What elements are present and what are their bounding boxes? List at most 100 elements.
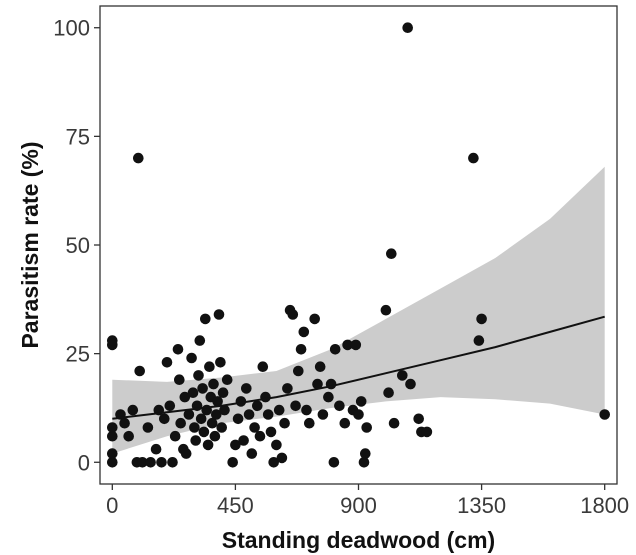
data-point (309, 313, 321, 325)
data-point (212, 396, 223, 407)
data-point (107, 430, 118, 442)
data-point (187, 387, 199, 399)
data-point (198, 426, 210, 438)
y-tick-label: 75 (66, 124, 90, 149)
data-point (276, 452, 288, 464)
data-point (172, 344, 184, 355)
data-point (268, 457, 280, 468)
data-point (197, 383, 208, 394)
data-point (221, 374, 233, 386)
data-point (134, 365, 145, 377)
data-point (230, 439, 241, 451)
data-point (386, 248, 397, 259)
data-point (329, 344, 341, 355)
data-point (295, 344, 307, 355)
data-point (119, 417, 130, 429)
data-point (107, 422, 118, 433)
data-point (476, 313, 487, 325)
y-axis-title: Parasitism rate (%) (17, 141, 43, 348)
data-point (213, 309, 225, 320)
data-point (232, 413, 244, 425)
data-point (200, 313, 211, 325)
y-tick-label: 25 (66, 342, 90, 367)
data-point (397, 370, 408, 381)
data-point (342, 339, 353, 351)
data-point (190, 435, 201, 446)
data-point (211, 409, 222, 420)
data-point (243, 409, 255, 420)
data-point (189, 422, 200, 433)
data-point (388, 417, 400, 429)
data-point (180, 448, 192, 459)
data-point (161, 357, 173, 368)
data-point (217, 387, 229, 399)
data-point (186, 352, 197, 364)
data-point (167, 457, 178, 468)
data-point (473, 335, 485, 346)
data-point (156, 457, 167, 468)
data-point (279, 417, 290, 429)
x-tick-label: 450 (217, 493, 254, 518)
y-tick-label: 100 (53, 16, 90, 41)
data-point (123, 430, 134, 442)
data-point (179, 391, 191, 403)
data-point (355, 396, 367, 407)
data-point (339, 417, 351, 429)
data-point (301, 404, 312, 416)
data-point (142, 422, 154, 433)
data-point (298, 326, 310, 338)
data-point (127, 404, 139, 416)
x-tick-label: 900 (340, 493, 377, 518)
data-point (145, 457, 156, 468)
data-point (208, 378, 219, 390)
data-point (238, 435, 249, 446)
data-point (328, 457, 340, 468)
data-point (260, 391, 271, 403)
data-point (219, 404, 230, 416)
data-point (174, 374, 185, 386)
data-point (254, 430, 266, 442)
x-tick-label: 1800 (580, 493, 629, 518)
data-point (273, 404, 285, 416)
data-point (304, 417, 315, 429)
data-point (290, 400, 301, 412)
data-point (282, 383, 293, 394)
data-point (150, 443, 162, 455)
data-point (246, 448, 258, 459)
data-point (265, 426, 277, 438)
data-point (413, 413, 425, 425)
data-point (251, 400, 263, 412)
data-point (358, 457, 370, 468)
data-point (249, 422, 260, 433)
data-point (227, 457, 238, 468)
data-point (204, 361, 215, 373)
data-point (334, 400, 345, 412)
data-point (107, 448, 118, 459)
data-point (314, 361, 326, 373)
data-point (133, 152, 144, 164)
data-point (380, 304, 392, 316)
data-point (468, 152, 479, 164)
x-axis-title: Standing deadwood (cm) (222, 527, 495, 553)
data-point (350, 339, 362, 351)
data-point (353, 409, 364, 420)
data-point (599, 409, 610, 420)
data-point (169, 430, 181, 442)
data-point (257, 361, 269, 373)
x-tick-label: 1350 (457, 493, 506, 518)
data-point (383, 387, 394, 399)
data-point (402, 22, 414, 33)
x-axis: 0 450 900 1350 1800 (106, 484, 629, 518)
data-point (194, 335, 206, 346)
data-point (195, 413, 207, 425)
confidence-band (112, 166, 605, 454)
data-point (193, 370, 204, 381)
data-point (262, 409, 274, 420)
data-point (312, 378, 323, 390)
y-tick-label: 0 (78, 450, 90, 475)
data-point (216, 422, 227, 433)
data-point (421, 426, 433, 438)
data-point (164, 400, 176, 412)
data-point (209, 430, 221, 442)
